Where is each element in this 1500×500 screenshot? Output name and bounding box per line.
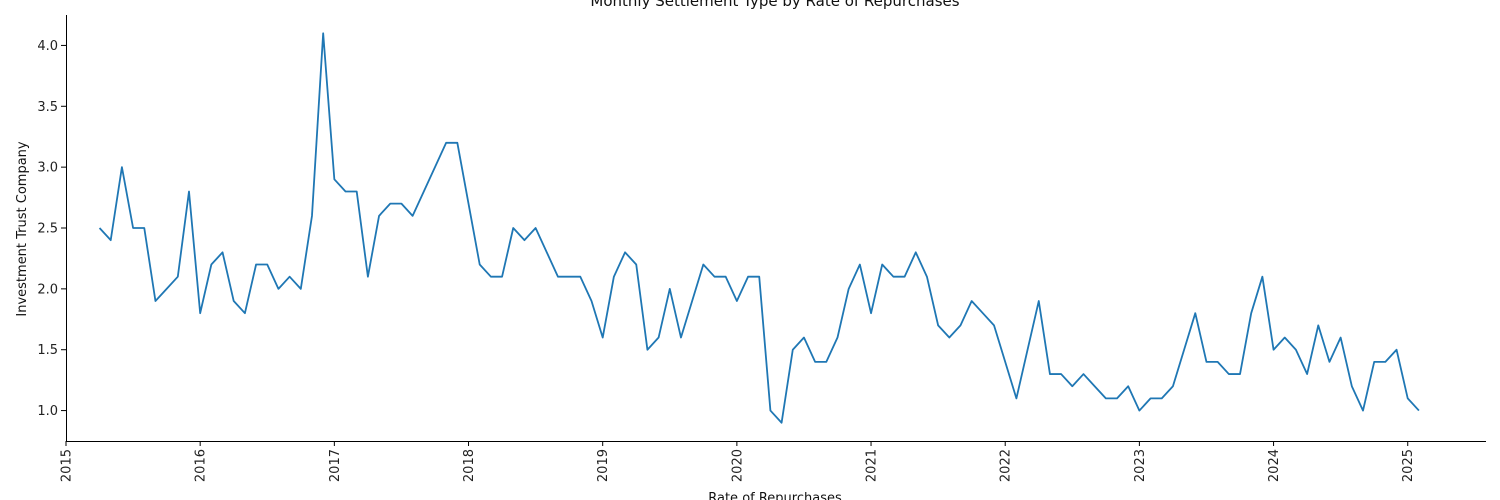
y-tick-label: 2.5 [37, 222, 58, 237]
x-tick-label: 2015 [60, 449, 75, 482]
y-tick-label: 3.5 [37, 100, 58, 115]
x-tick-label: 2022 [999, 449, 1014, 482]
y-axis-ticks: 1.0 1.5 2.0 2.5 3.0 3.5 4.0 [37, 39, 66, 419]
series-line [98, 32, 1420, 424]
x-tick-label: 2016 [194, 449, 209, 482]
y-tick-label: 4.0 [37, 39, 58, 54]
chart-title: Monthly Settlement Type by Rate of Repur… [590, 0, 959, 10]
x-axis-ticks: 2015 2016 2017 2018 2019 2020 2021 2022 2023 2024… [60, 441, 1416, 482]
x-tick-label: 2024 [1267, 449, 1282, 482]
x-tick-label: 2021 [865, 449, 880, 482]
y-axis-title: Investment Trust Company [15, 141, 30, 317]
x-tick-label: 2025 [1401, 449, 1416, 482]
x-tick-label: 2019 [596, 449, 611, 482]
y-tick-label: 2.0 [37, 282, 58, 297]
x-axis-title: Rate of Repurchases [708, 491, 842, 500]
x-tick-label: 2020 [730, 449, 745, 482]
x-tick-label: 2017 [328, 449, 343, 482]
x-tick-label: 2018 [462, 449, 477, 482]
y-tick-label: 1.5 [37, 343, 58, 358]
x-tick-label: 2023 [1133, 449, 1148, 482]
y-tick-label: 3.0 [37, 161, 58, 176]
y-tick-label: 1.0 [37, 404, 58, 419]
